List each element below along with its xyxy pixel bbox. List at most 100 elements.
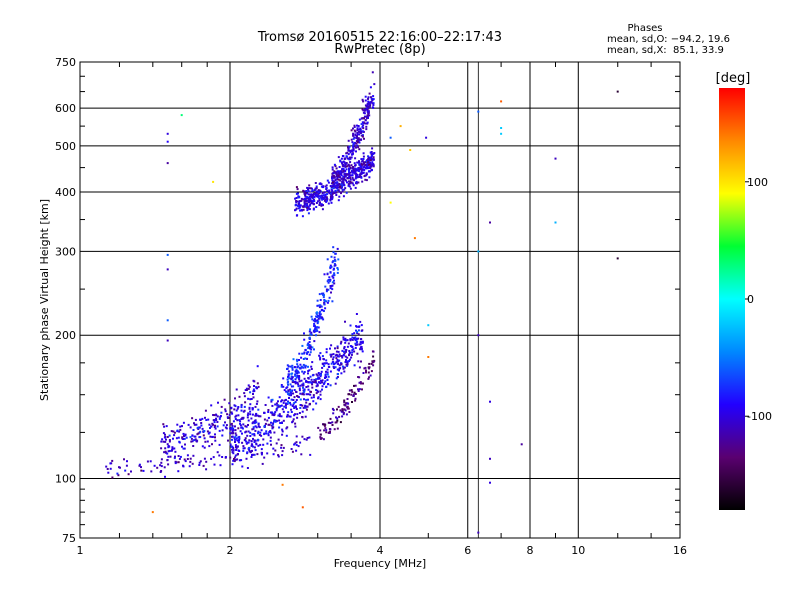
data-point bbox=[329, 195, 332, 198]
data-point bbox=[183, 447, 186, 450]
data-point bbox=[267, 432, 270, 435]
data-point bbox=[303, 192, 306, 195]
data-point bbox=[254, 449, 257, 452]
data-point bbox=[331, 194, 334, 197]
data-point bbox=[310, 368, 313, 370]
data-point bbox=[337, 350, 340, 353]
data-point bbox=[345, 152, 348, 155]
data-point bbox=[314, 379, 317, 382]
data-point bbox=[235, 449, 238, 451]
data-point bbox=[353, 124, 356, 127]
data-point bbox=[315, 402, 318, 405]
data-point bbox=[289, 383, 292, 386]
data-point bbox=[269, 431, 272, 434]
data-point bbox=[370, 165, 373, 168]
data-point bbox=[168, 434, 171, 437]
data-point bbox=[362, 171, 365, 174]
data-point bbox=[246, 416, 249, 419]
data-point bbox=[334, 354, 337, 357]
data-point bbox=[306, 186, 309, 189]
data-point bbox=[255, 386, 258, 389]
data-point bbox=[240, 406, 243, 409]
data-point bbox=[368, 176, 371, 179]
data-point bbox=[367, 161, 369, 164]
data-point bbox=[332, 260, 335, 263]
data-point bbox=[354, 141, 356, 144]
data-point bbox=[337, 268, 339, 271]
data-point bbox=[338, 190, 341, 193]
data-point bbox=[247, 424, 249, 426]
data-point bbox=[174, 460, 177, 463]
data-point bbox=[294, 197, 297, 200]
data-point bbox=[238, 435, 241, 438]
data-point bbox=[337, 178, 340, 181]
data-point bbox=[329, 267, 332, 270]
data-point bbox=[295, 192, 298, 195]
data-point bbox=[274, 420, 277, 423]
data-point bbox=[229, 428, 232, 431]
data-point bbox=[290, 377, 293, 380]
data-point bbox=[290, 375, 293, 378]
data-point bbox=[270, 421, 272, 424]
data-point bbox=[300, 199, 303, 202]
data-point bbox=[363, 161, 365, 164]
data-point bbox=[372, 106, 375, 109]
data-point bbox=[317, 372, 320, 374]
data-point bbox=[317, 326, 320, 329]
data-point bbox=[290, 372, 293, 375]
data-point bbox=[204, 440, 207, 443]
data-point bbox=[247, 430, 250, 433]
data-point bbox=[332, 361, 335, 363]
data-point bbox=[189, 426, 192, 429]
data-point bbox=[303, 438, 306, 441]
data-point bbox=[336, 189, 339, 192]
data-point bbox=[243, 447, 246, 450]
x-tick-label: 10 bbox=[571, 544, 585, 557]
data-point bbox=[231, 435, 234, 438]
data-point bbox=[345, 191, 348, 194]
data-point bbox=[331, 281, 334, 284]
data-point bbox=[234, 454, 237, 457]
data-point bbox=[334, 190, 337, 193]
data-point bbox=[301, 215, 304, 218]
data-point bbox=[324, 285, 327, 288]
data-point bbox=[364, 119, 367, 122]
data-point bbox=[372, 152, 375, 155]
data-point bbox=[353, 129, 356, 132]
data-point bbox=[318, 312, 321, 314]
data-point bbox=[327, 431, 330, 434]
data-point bbox=[301, 435, 304, 438]
data-point bbox=[295, 408, 298, 410]
data-point bbox=[361, 98, 364, 101]
data-point bbox=[149, 460, 152, 463]
data-point bbox=[302, 358, 305, 360]
data-point bbox=[366, 114, 369, 117]
data-point bbox=[246, 467, 249, 469]
data-point bbox=[277, 400, 279, 403]
data-point bbox=[242, 449, 245, 452]
data-point bbox=[362, 372, 365, 374]
data-point bbox=[142, 469, 145, 472]
data-point bbox=[295, 441, 298, 444]
data-point bbox=[300, 379, 303, 382]
data-point bbox=[329, 278, 332, 281]
data-point bbox=[353, 145, 356, 147]
data-point bbox=[237, 441, 240, 444]
data-point bbox=[301, 370, 304, 373]
data-point bbox=[325, 385, 328, 388]
data-point bbox=[299, 392, 302, 395]
data-point bbox=[308, 330, 311, 333]
data-point bbox=[215, 417, 217, 420]
y-tick-label: 600 bbox=[55, 102, 76, 115]
data-point bbox=[369, 104, 372, 107]
data-point bbox=[554, 157, 557, 160]
data-point bbox=[169, 455, 172, 458]
data-point bbox=[202, 430, 205, 433]
data-point bbox=[256, 414, 259, 417]
data-point bbox=[309, 200, 311, 203]
data-point bbox=[359, 320, 362, 323]
data-point bbox=[304, 195, 307, 198]
data-point bbox=[306, 205, 309, 208]
data-point bbox=[311, 346, 314, 349]
